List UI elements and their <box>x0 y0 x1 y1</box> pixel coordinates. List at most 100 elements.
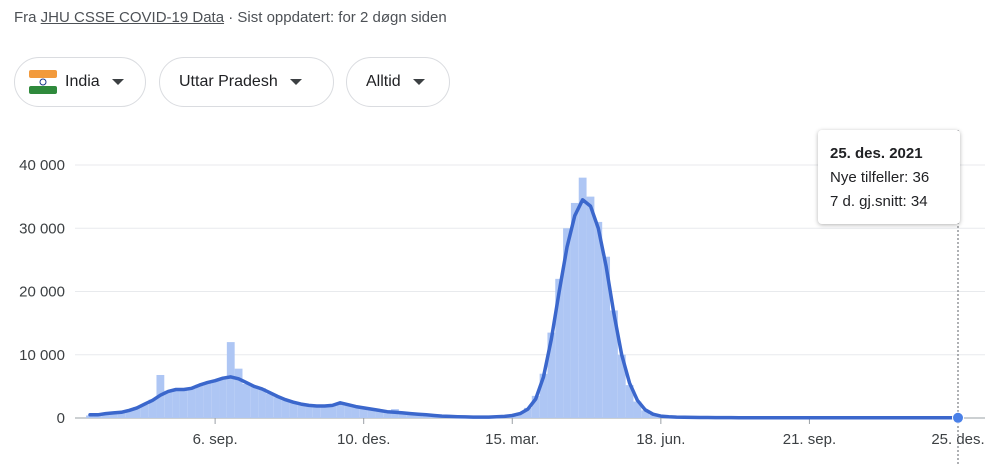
bar <box>461 416 470 418</box>
bar <box>101 413 110 418</box>
bar <box>524 407 532 418</box>
bar <box>570 202 579 418</box>
bar <box>211 380 220 418</box>
y-tick-label: 0 <box>57 410 65 427</box>
bar <box>305 405 313 418</box>
tooltip: 25. des. 2021 Nye tilfeller: 36 7 d. gj.… <box>818 130 960 224</box>
y-tick-label: 30 000 <box>19 220 65 237</box>
bar <box>265 393 274 418</box>
bar <box>242 383 251 418</box>
bar <box>625 385 634 418</box>
tooltip-row: 7 d. gj.snitt: 34 <box>830 190 948 214</box>
bar <box>531 395 540 418</box>
bar <box>422 414 431 418</box>
tooltip-row: Nye tilfeller: 36 <box>830 166 948 190</box>
bar <box>398 412 407 418</box>
bar <box>140 404 149 418</box>
bar <box>187 388 196 418</box>
bar <box>696 417 704 418</box>
bar <box>656 416 665 418</box>
source-prefix: Fra <box>14 9 37 26</box>
hover-dot <box>952 411 964 424</box>
bar <box>516 412 524 418</box>
updated-text: · Sist oppdatert: for 2 døgn siden <box>228 9 447 26</box>
bar <box>547 332 556 418</box>
bar <box>179 388 188 418</box>
bar <box>320 405 329 418</box>
line <box>88 198 960 420</box>
caret <box>412 79 425 85</box>
bar <box>226 342 235 418</box>
bar <box>172 390 180 418</box>
country-label: India <box>65 73 100 90</box>
tooltip-label: Nye tilfeller: <box>830 169 909 186</box>
flag-icon <box>29 70 57 94</box>
x-tick-label: 21. sep. <box>783 431 836 448</box>
bar <box>430 415 438 418</box>
bar <box>312 406 321 418</box>
bar <box>508 415 517 418</box>
source-line: Fra JHU CSSE COVID-19 Data · Sist oppdat… <box>14 9 447 26</box>
bar <box>664 416 673 418</box>
x-tick-label: 18. jun. <box>636 431 685 448</box>
bar <box>484 416 493 418</box>
bar <box>563 228 571 418</box>
bar <box>328 404 337 418</box>
region-label: Uttar Pradesh <box>179 73 278 90</box>
x-tick-label: 15. mar. <box>485 431 539 448</box>
bar <box>500 416 509 418</box>
bar <box>586 196 595 418</box>
bar <box>93 414 102 418</box>
bar <box>234 368 243 418</box>
tooltip-value: 34 <box>910 193 928 210</box>
bar <box>680 417 689 418</box>
bar <box>383 411 392 418</box>
y-tick-label: 10 000 <box>19 347 65 364</box>
bar <box>148 399 157 418</box>
tooltip-label: 7 d. gj.snitt: <box>830 193 907 210</box>
bar <box>414 414 423 418</box>
bar <box>109 412 118 418</box>
bar <box>375 410 384 418</box>
y-tick-label: 40 000 <box>19 157 65 174</box>
bar <box>297 403 306 418</box>
bar <box>469 417 478 418</box>
source-link[interactable]: JHU CSSE COVID-19 Data <box>40 9 225 26</box>
bar <box>445 416 454 418</box>
y-tick-label: 20 000 <box>19 284 65 301</box>
tooltip-date: 25. des. 2021 <box>830 145 923 162</box>
bar <box>602 256 611 418</box>
bar <box>117 412 126 418</box>
bar <box>133 407 141 418</box>
bar <box>688 417 697 418</box>
bar <box>351 407 360 418</box>
bar <box>250 385 259 418</box>
period-dropdown[interactable]: Alltid <box>346 57 450 107</box>
bar <box>203 383 212 418</box>
bar <box>281 400 290 418</box>
bar <box>367 408 376 418</box>
x-tick-label: 10. des. <box>337 431 390 448</box>
bar <box>649 414 657 418</box>
x-tick-label: 25. des. <box>931 431 984 448</box>
bar <box>164 390 173 418</box>
bar <box>344 405 352 418</box>
bar <box>578 177 587 418</box>
bar <box>610 310 618 418</box>
bar <box>336 403 345 418</box>
bar <box>391 409 399 418</box>
bar <box>437 416 446 418</box>
x-tick-label: 6. sep. <box>193 431 238 448</box>
bar <box>539 373 548 418</box>
bar <box>258 388 266 418</box>
bar <box>86 415 94 418</box>
caret <box>111 79 124 85</box>
bar <box>641 410 650 418</box>
tooltip-value: 36 <box>912 169 930 186</box>
country-dropdown[interactable]: India <box>14 57 146 107</box>
region-dropdown[interactable]: Uttar Pradesh <box>159 57 334 107</box>
bar <box>406 413 415 418</box>
bar <box>477 417 485 418</box>
